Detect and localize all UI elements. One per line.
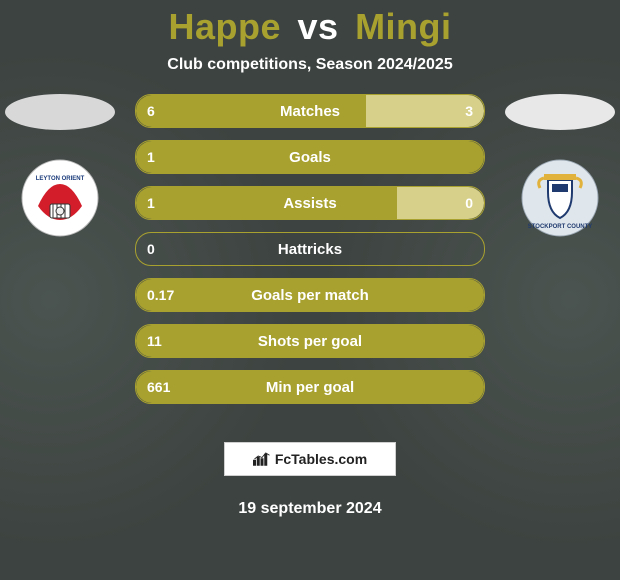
club-badge-left-icon: LEYTON ORIENT <box>20 158 100 238</box>
subtitle: Club competitions, Season 2024/2025 <box>0 56 620 74</box>
stat-row: 661Min per goal <box>135 370 485 404</box>
stat-fill-left <box>136 187 397 219</box>
stat-row: 63Matches <box>135 94 485 128</box>
player1-avatar-block: LEYTON ORIENT <box>0 94 120 238</box>
footer-brand[interactable]: FcTables.com <box>224 442 396 476</box>
player2-avatar-block: STOCKPORT COUNTY <box>500 94 620 238</box>
stat-track <box>135 186 485 220</box>
stat-value-left: 661 <box>147 370 170 404</box>
stat-row: 10Assists <box>135 186 485 220</box>
stat-track <box>135 370 485 404</box>
stat-value-left: 1 <box>147 186 155 220</box>
stat-rows: 63Matches1Goals10Assists0Hattricks0.17Go… <box>135 94 485 416</box>
stat-fill-left <box>136 279 484 311</box>
player1-club-badge: LEYTON ORIENT <box>20 158 100 238</box>
club-badge-right-icon: STOCKPORT COUNTY <box>520 158 600 238</box>
stat-fill-left <box>136 371 484 403</box>
stat-row: 11Shots per goal <box>135 324 485 358</box>
player2-club-badge: STOCKPORT COUNTY <box>520 158 600 238</box>
player2-silhouette <box>505 94 615 130</box>
stat-value-right: 3 <box>465 94 473 128</box>
player2-name: Mingi <box>355 6 451 47</box>
stats-arena: LEYTON ORIENT STOCKPORT COUNTY 63Matches… <box>0 94 620 424</box>
stat-row: 0.17Goals per match <box>135 278 485 312</box>
stat-row: 0Hattricks <box>135 232 485 266</box>
comparison-title: Happe vs Mingi <box>0 0 620 48</box>
stat-value-left: 1 <box>147 140 155 174</box>
stat-value-right: 0 <box>465 186 473 220</box>
player1-silhouette <box>5 94 115 130</box>
player1-name: Happe <box>168 6 281 47</box>
stat-track <box>135 278 485 312</box>
stat-fill-left <box>136 325 484 357</box>
stat-track <box>135 232 485 266</box>
stat-track <box>135 94 485 128</box>
stat-value-left: 11 <box>147 324 162 358</box>
svg-text:STOCKPORT COUNTY: STOCKPORT COUNTY <box>528 224 593 230</box>
footer-date: 19 september 2024 <box>0 500 620 518</box>
stat-fill-left <box>136 141 484 173</box>
footer-brand-text: FcTables.com <box>275 451 367 467</box>
bars-icon <box>253 452 271 466</box>
stat-fill-left <box>136 95 366 127</box>
svg-text:LEYTON ORIENT: LEYTON ORIENT <box>36 176 85 182</box>
stat-row: 1Goals <box>135 140 485 174</box>
vs-label: vs <box>298 6 339 47</box>
stat-value-left: 6 <box>147 94 155 128</box>
stat-value-left: 0 <box>147 232 155 266</box>
stat-track <box>135 140 485 174</box>
stat-value-left: 0.17 <box>147 278 174 312</box>
stat-track <box>135 324 485 358</box>
